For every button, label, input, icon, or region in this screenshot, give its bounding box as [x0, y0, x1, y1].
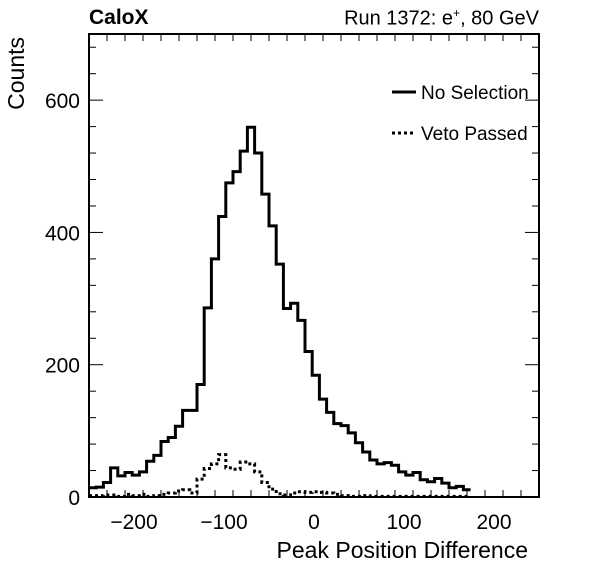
run-particle-charge: +: [453, 6, 461, 20]
run-energy: , 80 GeV: [460, 7, 539, 30]
x-tick-label: 200: [476, 511, 511, 534]
x-tick-label: 100: [386, 511, 421, 534]
y-tick-label: 0: [68, 487, 80, 510]
y-tick-label: 400: [45, 222, 80, 245]
x-tick-label: −200: [110, 511, 157, 534]
x-tick-label: 0: [308, 511, 320, 534]
y-tick-label: 200: [45, 355, 80, 378]
legend-label-no-selection: No Selection: [421, 83, 529, 104]
header-right: Run 1372: e+, 80 GeV: [344, 6, 539, 31]
x-axis-label: Peak Position Difference: [277, 537, 528, 563]
series-no-selection-line: [89, 125, 471, 492]
experiment-label: CaloX: [89, 6, 149, 29]
x-tick-label: −100: [200, 511, 247, 534]
run-label: Run 1372: e: [344, 7, 454, 30]
y-axis-label: Counts: [3, 37, 29, 110]
header-left: CaloX: [89, 6, 149, 30]
plot-frame: [88, 33, 540, 498]
y-tick-label: 600: [45, 90, 80, 113]
legend-label-veto-passed: Veto Passed: [421, 124, 528, 145]
